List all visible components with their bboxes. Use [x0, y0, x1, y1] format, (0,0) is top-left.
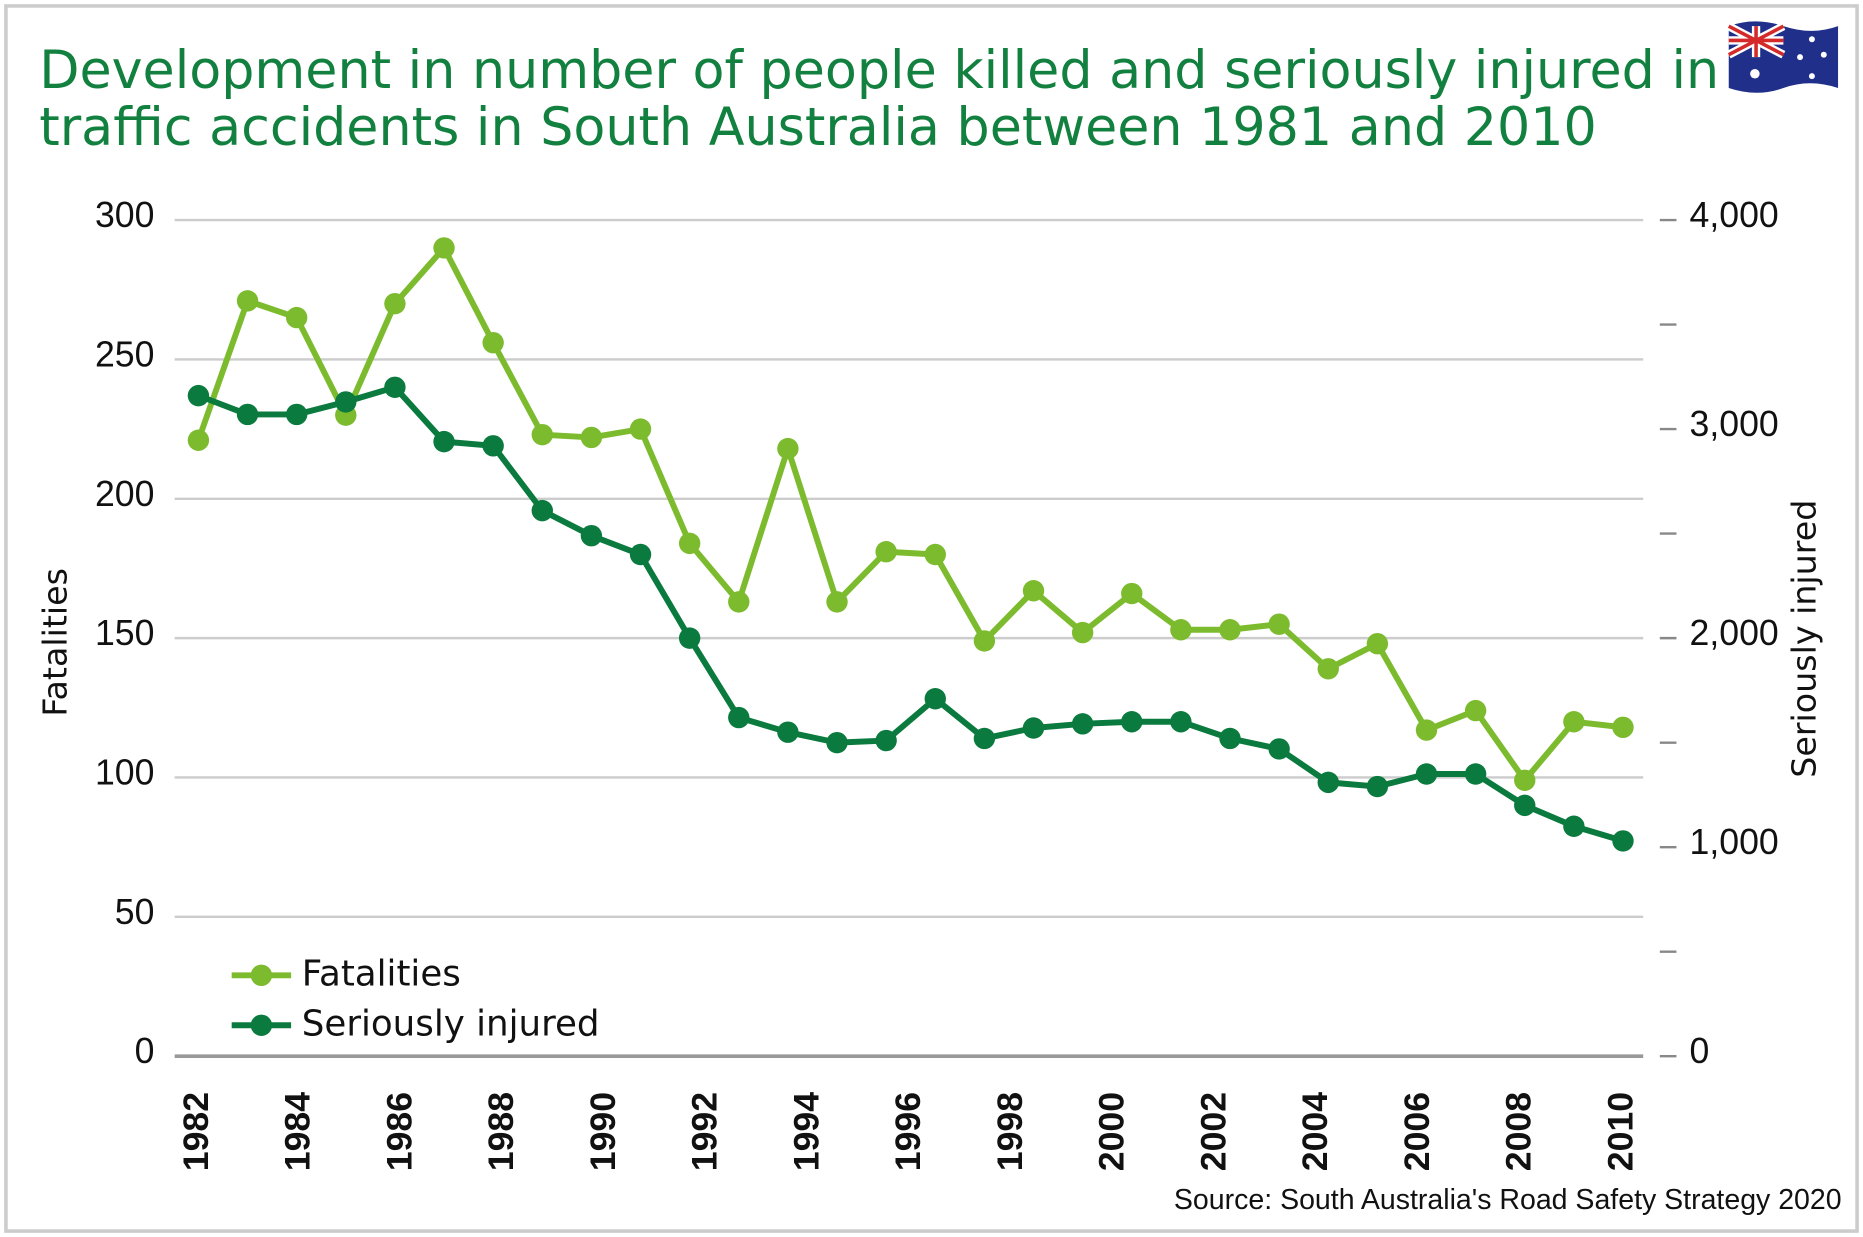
- data-point: [924, 688, 946, 710]
- frame: [4, 4, 1859, 1233]
- data-point: [973, 727, 996, 750]
- data-point: [1317, 771, 1339, 794]
- data-point: [1563, 711, 1585, 733]
- data-point: [384, 376, 406, 398]
- data-point: [384, 292, 406, 315]
- data-point: [1612, 830, 1634, 852]
- x-tick-label: 2000: [1092, 1092, 1132, 1171]
- y2-tick-label: 1,000: [1690, 822, 1779, 862]
- x-tick-label: 1982: [176, 1092, 216, 1171]
- y-tick-label: 50: [115, 892, 155, 932]
- data-point: [1612, 716, 1634, 739]
- x-tick-label: 1990: [583, 1092, 623, 1171]
- data-point: [531, 423, 553, 446]
- data-point: [678, 532, 701, 555]
- legend-marker: [250, 1014, 273, 1036]
- y-tick-label: 150: [95, 613, 154, 653]
- chart-title: Development in number of people killed a…: [39, 40, 1719, 101]
- data-point: [482, 435, 504, 457]
- data-point: [875, 541, 897, 563]
- y2-tick-label: 2,000: [1690, 613, 1779, 653]
- data-point: [285, 306, 308, 329]
- data-point: [531, 499, 553, 522]
- data-point: [973, 630, 996, 652]
- data-point: [236, 290, 259, 312]
- y-tick-label: 100: [95, 753, 154, 793]
- data-point: [1170, 711, 1192, 733]
- flag: [1726, 21, 1839, 93]
- x-tick-label: 1986: [379, 1092, 419, 1171]
- y2-tick-label: 3,000: [1690, 404, 1779, 444]
- x-tick-label: 1998: [990, 1092, 1030, 1171]
- data-point: [1071, 713, 1094, 735]
- y2-axis-label: Seriously injured: [1784, 500, 1823, 778]
- data-point: [1563, 815, 1585, 837]
- x-tick-label: 1984: [278, 1092, 318, 1172]
- x-tick-label: 1994: [786, 1092, 826, 1172]
- data-point: [1464, 763, 1487, 785]
- data-point: [285, 403, 308, 426]
- x-tick-label: 2006: [1397, 1092, 1437, 1171]
- x-tick-label: 1996: [888, 1092, 928, 1171]
- data-point: [1415, 763, 1438, 785]
- x-tick-label: 1988: [481, 1092, 521, 1171]
- data-point: [678, 627, 701, 649]
- data-point: [629, 418, 652, 440]
- y-tick-label: 0: [135, 1031, 155, 1071]
- legend-label: Fatalities: [302, 953, 461, 994]
- legend-label: Seriously injured: [302, 1003, 600, 1044]
- data-point: [728, 591, 750, 613]
- data-point: [1121, 711, 1143, 733]
- data-point: [433, 237, 455, 259]
- y-tick-label: 250: [95, 334, 154, 374]
- data-point: [875, 729, 897, 752]
- data-point: [728, 706, 750, 729]
- x-tick-label: 1992: [685, 1092, 725, 1171]
- data-point: [1121, 582, 1143, 605]
- data-point: [1022, 717, 1045, 739]
- data-point: [1219, 619, 1241, 641]
- data-point: [1366, 775, 1389, 798]
- data-point: [1415, 719, 1438, 741]
- data-point: [236, 403, 259, 426]
- y-tick-label: 200: [95, 474, 154, 514]
- data-point: [1268, 613, 1290, 635]
- chart-subtitle: traffic accidents in South Australia bet…: [39, 97, 1597, 158]
- x-tick-label: 2008: [1499, 1092, 1539, 1171]
- x-tick-label: 2010: [1600, 1092, 1640, 1171]
- data-point: [1514, 794, 1536, 817]
- data-point: [1514, 769, 1536, 791]
- data-point: [187, 429, 210, 451]
- y2-tick-label: 0: [1690, 1031, 1710, 1071]
- data-point: [1170, 619, 1192, 641]
- legend-marker: [250, 964, 273, 987]
- data-point: [482, 331, 504, 354]
- data-point: [1366, 632, 1389, 655]
- data-point: [335, 391, 357, 413]
- data-point: [1464, 699, 1487, 722]
- data-point: [924, 543, 946, 566]
- data-point: [826, 731, 848, 754]
- data-point: [580, 524, 603, 547]
- data-point: [433, 430, 455, 453]
- data-point: [1219, 727, 1241, 750]
- data-point: [777, 437, 799, 460]
- data-point: [826, 591, 848, 613]
- x-tick-label: 2002: [1193, 1092, 1233, 1171]
- data-point: [187, 384, 210, 407]
- data-point: [629, 543, 652, 566]
- data-point: [580, 426, 603, 449]
- y-axis-label: Fatalities: [36, 568, 75, 717]
- series-line: [195, 244, 1624, 784]
- data-point: [1317, 658, 1339, 680]
- y2-tick-label: 4,000: [1690, 195, 1779, 235]
- data-point: [1022, 580, 1045, 602]
- source: Source: South Australia's Road Safety St…: [1174, 1184, 1842, 1216]
- data-point: [777, 721, 799, 743]
- x-tick-label: 2004: [1295, 1092, 1335, 1172]
- y-tick-label: 300: [95, 195, 154, 235]
- data-point: [1071, 621, 1094, 644]
- data-point: [1268, 738, 1290, 760]
